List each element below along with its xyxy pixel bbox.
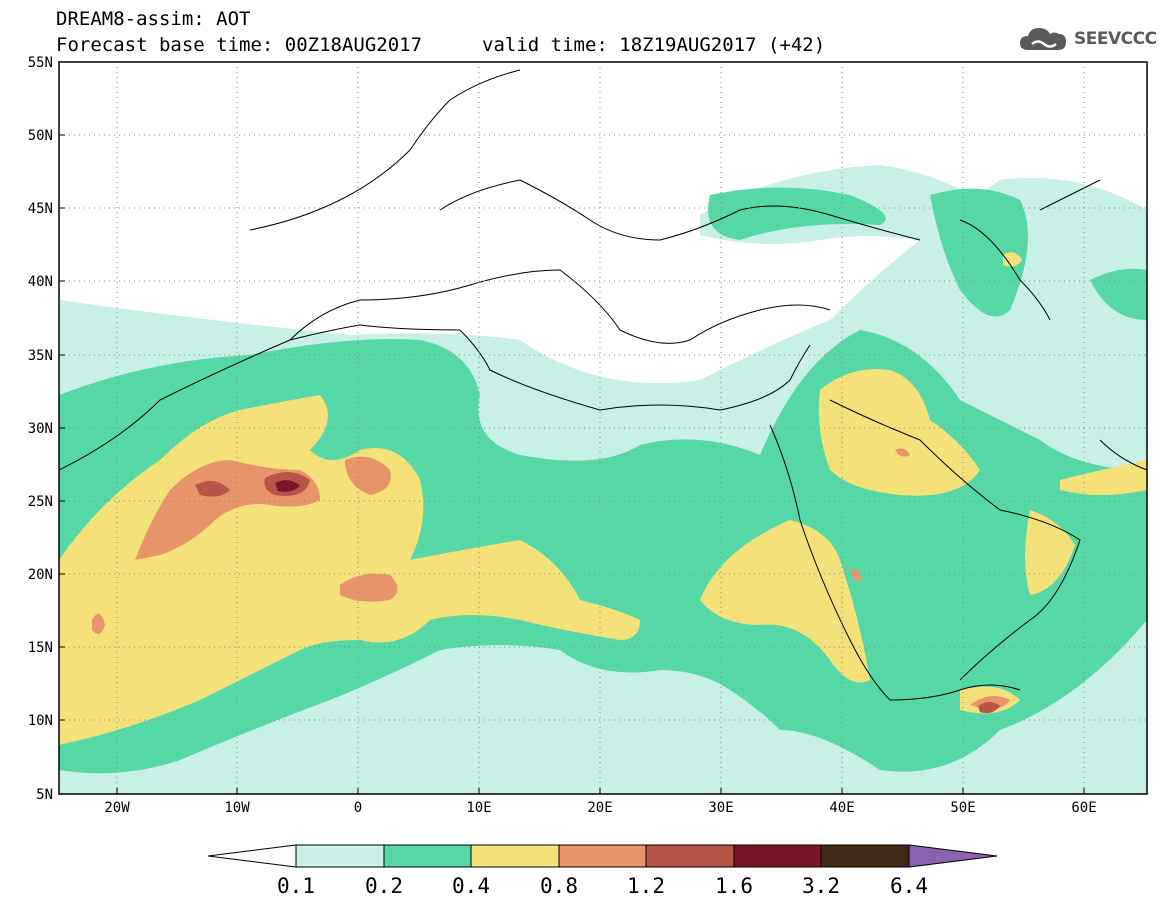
colorbar-label: 0.8 bbox=[540, 874, 578, 898]
colorbar-segment bbox=[470, 844, 560, 868]
colorbar-label: 6.4 bbox=[890, 874, 928, 898]
graticule bbox=[59, 62, 1147, 794]
lat-label: 55N bbox=[28, 55, 53, 71]
aot-level-1.6 bbox=[275, 480, 300, 492]
logo-text: SEEVCCC bbox=[1074, 29, 1157, 49]
lon-label: 60E bbox=[1071, 800, 1096, 816]
colorbar-upper-arrow bbox=[908, 844, 998, 868]
coastlines bbox=[59, 69, 1147, 701]
colorbar-segment bbox=[558, 844, 647, 868]
aot-contours bbox=[59, 62, 1147, 794]
lon-label: 10W bbox=[224, 800, 250, 816]
lat-label: 45N bbox=[28, 201, 53, 217]
lat-label: 5N bbox=[36, 787, 53, 803]
lon-label: 20W bbox=[104, 800, 130, 816]
base-time-label: Forecast base time: 00Z18AUG2017 bbox=[56, 34, 423, 56]
lon-label: 0 bbox=[354, 800, 362, 816]
colorbar-label: 0.2 bbox=[365, 874, 403, 898]
valid-time-label: valid time: 18Z19AUG2017 (+42) bbox=[482, 34, 826, 56]
lat-label: 25N bbox=[28, 494, 53, 510]
colorbar-segment bbox=[383, 844, 472, 868]
lat-label: 35N bbox=[28, 348, 53, 364]
lat-label: 50N bbox=[28, 128, 53, 144]
colorbar-lower-arrow bbox=[207, 844, 297, 868]
colorbar-label: 1.2 bbox=[627, 874, 665, 898]
colorbar-segment bbox=[820, 844, 910, 868]
lon-label: 30E bbox=[708, 800, 733, 816]
cloud-icon bbox=[1020, 28, 1066, 50]
colorbar-segment bbox=[733, 844, 822, 868]
colorbar bbox=[207, 844, 998, 868]
colorbar-segment bbox=[295, 844, 385, 868]
lat-label: 40N bbox=[28, 274, 53, 290]
lat-labels: 55N 50N 45N 40N 35N 30N 25N 20N 15N 10N … bbox=[28, 55, 53, 803]
colorbar-label: 1.6 bbox=[715, 874, 753, 898]
seevccc-logo: SEEVCCC bbox=[1018, 24, 1157, 54]
lat-label: 20N bbox=[28, 567, 53, 583]
lat-label: 15N bbox=[28, 640, 53, 656]
lon-labels: 20W 10W 0 10E 20E 30E 40E 50E 60E bbox=[104, 800, 1096, 816]
colorbar-segment bbox=[645, 844, 735, 868]
lon-label: 50E bbox=[950, 800, 975, 816]
colorbar-labels: 0.1 0.2 0.4 0.8 1.2 1.6 3.2 6.4 bbox=[277, 874, 928, 898]
lon-label: 40E bbox=[829, 800, 854, 816]
colorbar-label: 0.4 bbox=[452, 874, 490, 898]
lat-label: 30N bbox=[28, 421, 53, 437]
model-title: DREAM8-assim: AOT bbox=[56, 8, 251, 30]
lon-label: 10E bbox=[466, 800, 491, 816]
colorbar-label: 3.2 bbox=[802, 874, 840, 898]
lon-label: 20E bbox=[587, 800, 612, 816]
colorbar-label: 0.1 bbox=[277, 874, 315, 898]
tick-marks bbox=[59, 134, 1085, 794]
lat-label: 10N bbox=[28, 713, 53, 729]
